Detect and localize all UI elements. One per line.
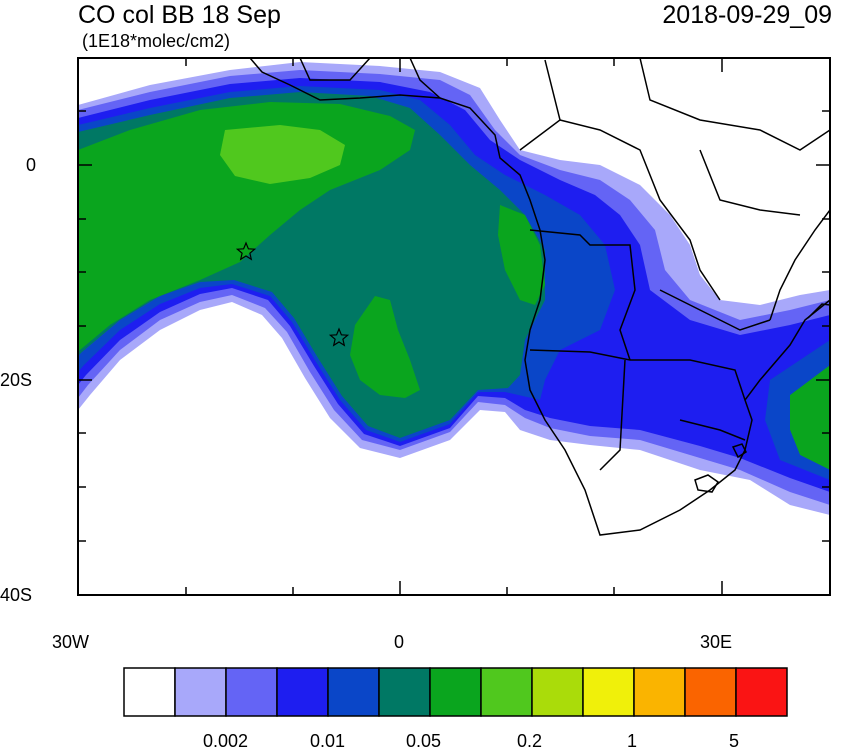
x-tick-30w: 30W <box>52 632 90 652</box>
colorbar-label-1: 1 <box>627 731 638 751</box>
y-tick-20s: 20S <box>0 370 33 390</box>
colorbar-swatch-5 <box>378 667 431 717</box>
border-7 <box>699 149 801 216</box>
map-units: (1E18*molec/cm2) <box>82 31 231 51</box>
border-1 <box>529 229 636 361</box>
swaziland <box>731 443 747 459</box>
lesotho <box>694 474 720 493</box>
x-tick-30e: 30E <box>700 632 733 652</box>
plume-level-0.05-south <box>350 296 420 398</box>
x-tick-0: 0 <box>394 632 405 652</box>
y-tick-40s: 40S <box>0 585 33 605</box>
colorbar-label-5: 5 <box>729 731 740 751</box>
plume-level-0.1 <box>220 125 345 184</box>
border-4 <box>559 119 721 301</box>
colorbar-swatch-6 <box>429 667 482 717</box>
colorbar-label-0.002: 0.002 <box>203 731 249 751</box>
colorbar-label-0.05: 0.05 <box>406 731 442 751</box>
border-10 <box>299 58 371 81</box>
colorbar-label-0.2: 0.2 <box>517 731 543 751</box>
border-9 <box>679 419 746 441</box>
plume-level-0.05-east <box>498 205 545 305</box>
colorbar-swatch-3 <box>276 667 329 717</box>
colorbar <box>123 667 788 717</box>
border-11 <box>409 58 441 99</box>
colorbar-swatch-1 <box>174 667 227 717</box>
colorbar-swatch-2 <box>225 667 278 717</box>
colorbar-swatch-8 <box>531 667 584 717</box>
madagascar <box>807 303 830 319</box>
border-5 <box>519 59 561 151</box>
colorbar-swatch-12 <box>735 667 788 717</box>
border-2 <box>529 349 746 401</box>
plume-level-0.05-se <box>790 365 830 470</box>
coastlines <box>249 58 830 536</box>
plume-level-0.01-se <box>765 340 830 480</box>
source-star-1 <box>235 241 257 261</box>
colorbar-swatch-0 <box>123 667 176 717</box>
map-title: CO col BB 18 Sep <box>78 1 281 29</box>
axis-ticks <box>78 57 830 595</box>
colorbar-swatch-4 <box>327 667 380 717</box>
y-tick-0: 0 <box>26 155 37 175</box>
colorbar-swatch-10 <box>633 667 686 717</box>
border-8 <box>659 289 771 331</box>
colorbar-swatch-7 <box>480 667 533 717</box>
valid-time: 2018-09-29_09 <box>662 1 832 29</box>
colorbar-swatch-11 <box>684 667 737 717</box>
colorbar-label-0.01: 0.01 <box>310 731 346 751</box>
border-3 <box>599 359 626 471</box>
border-6 <box>639 58 830 151</box>
west-africa-coast <box>249 58 830 536</box>
co-plume <box>78 62 830 515</box>
source-star-2 <box>328 327 350 347</box>
east-africa-coast <box>769 209 830 321</box>
source-markers <box>235 241 350 347</box>
colorbar-swatch-9 <box>582 667 635 717</box>
